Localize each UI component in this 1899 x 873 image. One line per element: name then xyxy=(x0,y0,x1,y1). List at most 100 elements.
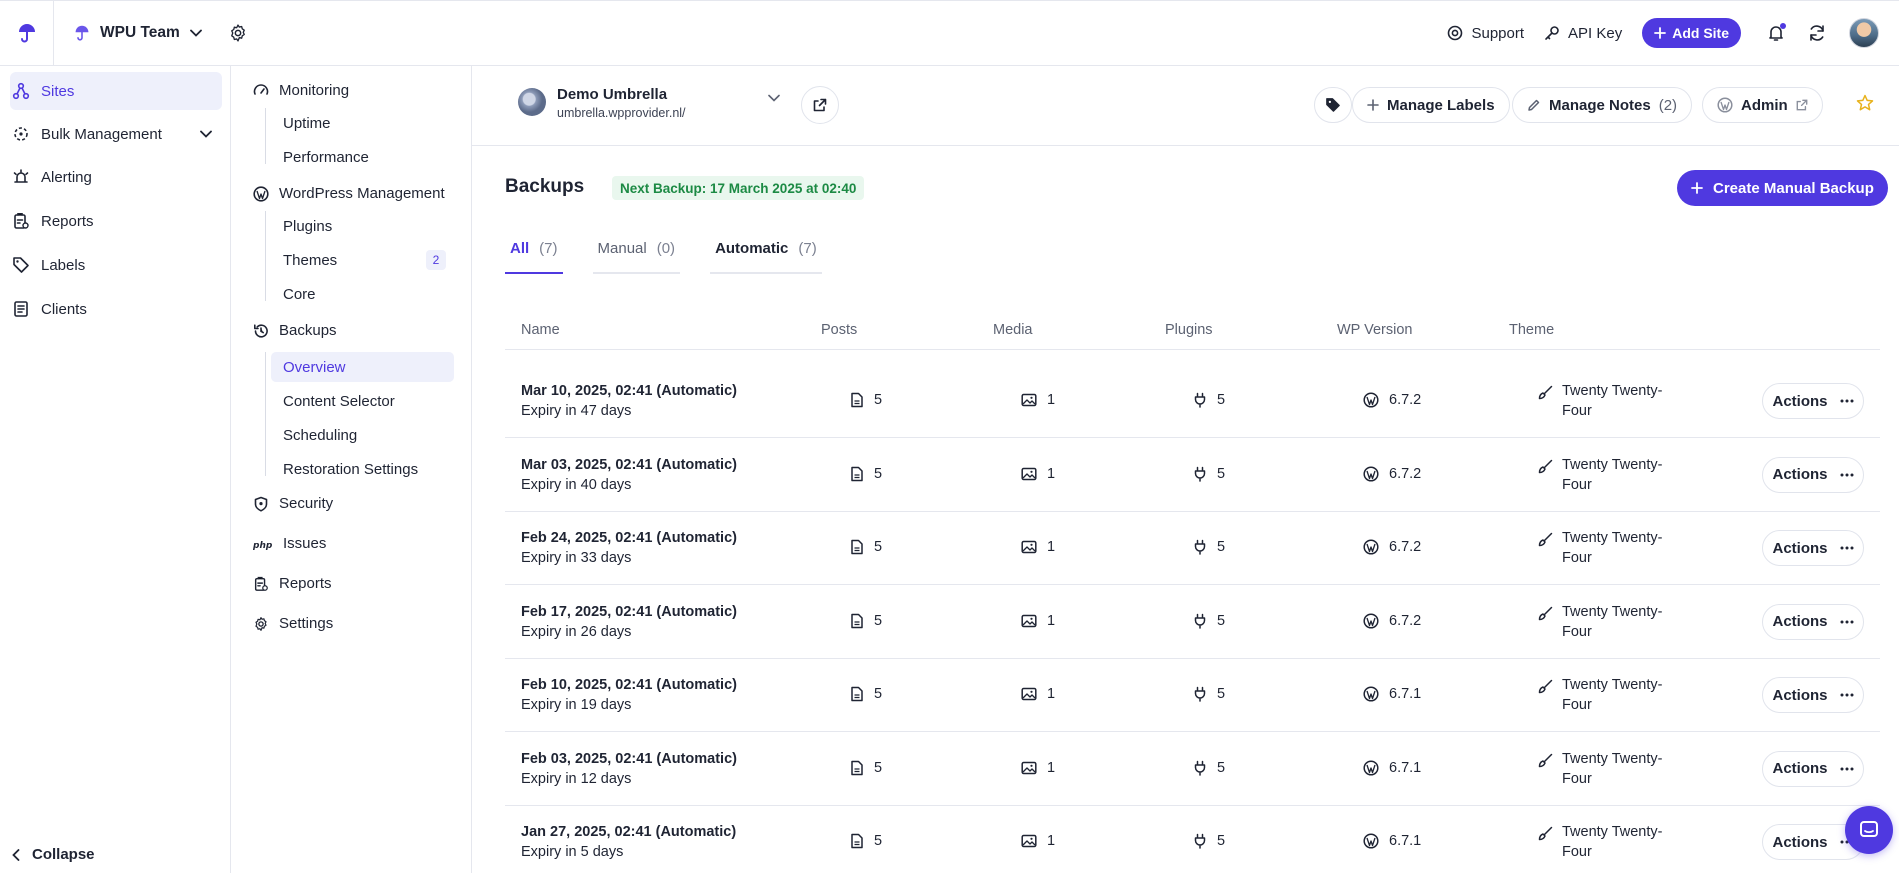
table-header: Name Posts Media Plugins WP Version Them… xyxy=(505,310,1880,350)
brush-icon xyxy=(1538,753,1553,767)
wp-version-cell: 6.7.2 xyxy=(1363,539,1421,555)
nav-reports[interactable]: Reports xyxy=(253,575,332,592)
manage-notes-button[interactable]: Manage Notes (2) xyxy=(1512,87,1693,123)
table-row[interactable]: Jan 27, 2025, 02:41 (Automatic) Expiry i… xyxy=(505,806,1880,873)
add-site-label: Add Site xyxy=(1672,25,1729,41)
column-header-wp-version[interactable]: WP Version xyxy=(1337,322,1413,338)
sidebar-item-alerting[interactable]: Alerting xyxy=(10,158,222,196)
tab-automatic[interactable]: Automatic (7) xyxy=(710,240,822,274)
api-key-link[interactable]: API Key xyxy=(1544,25,1622,42)
actions-button[interactable]: Actions xyxy=(1762,530,1864,566)
tab-all[interactable]: All (7) xyxy=(505,240,563,274)
sidebar-item-clients[interactable]: Clients xyxy=(10,290,222,328)
backup-name-cell: Feb 17, 2025, 02:41 (Automatic) Expiry i… xyxy=(521,602,737,642)
posts-cell: 5 xyxy=(850,539,882,555)
actions-button[interactable]: Actions xyxy=(1762,456,1864,493)
theme-value: Twenty Twenty-Four xyxy=(1562,603,1663,640)
plugins-value: 5 xyxy=(1217,612,1226,629)
nav-uptime[interactable]: Uptime xyxy=(283,114,331,132)
wp-version-value: 6.7.2 xyxy=(1389,465,1422,482)
media-cell: 1 xyxy=(1021,613,1055,629)
nav-plugins[interactable]: Plugins xyxy=(283,217,333,235)
sidebar-item-sites[interactable]: Sites xyxy=(10,72,222,110)
media-value: 1 xyxy=(1047,833,1056,849)
brush-icon xyxy=(1538,679,1553,694)
user-avatar[interactable] xyxy=(1849,18,1879,48)
actions-button[interactable]: Actions xyxy=(1762,603,1864,640)
collapse-button[interactable]: Collapse xyxy=(12,846,95,863)
image-icon xyxy=(1021,614,1037,627)
table-row[interactable]: Feb 10, 2025, 02:41 (Automatic) Expiry i… xyxy=(505,659,1880,732)
image-icon xyxy=(1021,467,1037,480)
sidebar-item-reports[interactable]: Reports xyxy=(10,202,222,240)
theme-cell: Twenty Twenty-Four xyxy=(1538,602,1674,642)
site-labels-button[interactable] xyxy=(1314,87,1352,123)
nav-scheduling[interactable]: Scheduling xyxy=(283,426,358,444)
nav-core[interactable]: Core xyxy=(283,285,316,303)
document-icon xyxy=(851,833,863,849)
actions-button[interactable]: Actions xyxy=(1762,677,1864,713)
column-header-name[interactable]: Name xyxy=(521,322,560,338)
team-settings-button[interactable] xyxy=(228,23,248,43)
nav-content-selector[interactable]: Content Selector xyxy=(283,392,395,410)
nav-backups[interactable]: Backups xyxy=(253,322,337,339)
nav-security[interactable]: Security xyxy=(253,495,333,512)
brush-icon xyxy=(1538,532,1553,547)
brush-icon xyxy=(1538,826,1553,841)
sidebar-item-labels[interactable]: Labels xyxy=(10,246,222,284)
table-row[interactable]: Feb 24, 2025, 02:41 (Automatic) Expiry i… xyxy=(505,512,1880,585)
more-horizontal-icon xyxy=(1840,399,1853,403)
actions-button[interactable]: Actions xyxy=(1762,750,1864,787)
refresh-button[interactable] xyxy=(1807,23,1827,43)
table-row[interactable]: Mar 03, 2025, 02:41 (Automatic) Expiry i… xyxy=(505,439,1880,512)
column-header-media[interactable]: Media xyxy=(993,322,1033,338)
add-site-button[interactable]: Add Site xyxy=(1642,18,1741,48)
backup-title: Mar 10, 2025, 02:41 (Automatic) xyxy=(521,383,737,399)
posts-value: 5 xyxy=(874,392,883,408)
create-manual-backup-button[interactable]: Create Manual Backup xyxy=(1677,170,1888,206)
nav-themes[interactable]: Themes 2 xyxy=(271,245,454,275)
table-row[interactable]: Feb 03, 2025, 02:41 (Automatic) Expiry i… xyxy=(505,733,1880,806)
team-switcher[interactable]: WPU Team xyxy=(70,13,206,53)
nav-monitoring[interactable]: Monitoring xyxy=(253,82,349,99)
column-header-plugins[interactable]: Plugins xyxy=(1165,322,1213,338)
theme-cell: Twenty Twenty-Four xyxy=(1538,749,1674,789)
backup-expiry: Expiry in 47 days xyxy=(521,403,632,419)
nav-issues-label: Issues xyxy=(283,535,327,552)
site-switcher-dropdown[interactable] xyxy=(768,94,780,102)
wp-admin-button[interactable]: Admin xyxy=(1702,87,1823,123)
support-link[interactable]: Support xyxy=(1447,25,1524,42)
chat-support-button[interactable] xyxy=(1845,806,1893,854)
nav-performance[interactable]: Performance xyxy=(283,148,369,166)
table-row[interactable]: Feb 17, 2025, 02:41 (Automatic) Expiry i… xyxy=(505,586,1880,659)
table-row[interactable]: Mar 10, 2025, 02:41 (Automatic) Expiry i… xyxy=(505,365,1880,438)
nav-backups-overview[interactable]: Overview xyxy=(271,352,454,382)
posts-cell: 5 xyxy=(850,833,882,849)
tab-manual[interactable]: Manual (0) xyxy=(592,240,681,274)
manage-labels-button[interactable]: Manage Labels xyxy=(1352,87,1510,123)
site-url[interactable]: umbrella.wpprovider.nl/ xyxy=(557,106,686,120)
favorite-star-button[interactable] xyxy=(1856,94,1874,112)
site-sub-navigation: Monitoring Uptime Performance WordPress … xyxy=(231,66,472,873)
backup-title: Jan 27, 2025, 02:41 (Automatic) xyxy=(521,824,737,840)
column-header-posts[interactable]: Posts xyxy=(821,322,858,338)
nav-wordpress-management[interactable]: WordPress Management xyxy=(253,185,445,202)
actions-button[interactable]: Actions xyxy=(1762,383,1864,419)
nav-restoration-settings[interactable]: Restoration Settings xyxy=(283,460,419,478)
notifications-button[interactable] xyxy=(1767,23,1786,42)
reports-icon xyxy=(14,213,29,229)
open-site-button[interactable] xyxy=(801,86,839,124)
backup-expiry: Expiry in 33 days xyxy=(521,550,632,566)
next-backup-badge: Next Backup: 17 March 2025 at 02:40 xyxy=(612,176,865,200)
app-logo[interactable] xyxy=(0,0,54,66)
tag-icon xyxy=(1326,98,1340,112)
nav-issues[interactable]: php Issues xyxy=(253,535,326,552)
sidebar-item-bulk-management[interactable]: Bulk Management xyxy=(10,115,222,153)
actions-label: Actions xyxy=(1772,539,1828,557)
column-header-theme[interactable]: Theme xyxy=(1509,322,1555,338)
nav-tree-line xyxy=(265,352,266,476)
backup-filter-tabs: All (7) Manual (0) Automatic (7) xyxy=(505,240,852,274)
nav-settings[interactable]: Settings xyxy=(253,615,333,632)
wp-version-cell: 6.7.1 xyxy=(1363,760,1421,776)
main-content: Demo Umbrella umbrella.wpprovider.nl/ Ma… xyxy=(472,66,1899,873)
